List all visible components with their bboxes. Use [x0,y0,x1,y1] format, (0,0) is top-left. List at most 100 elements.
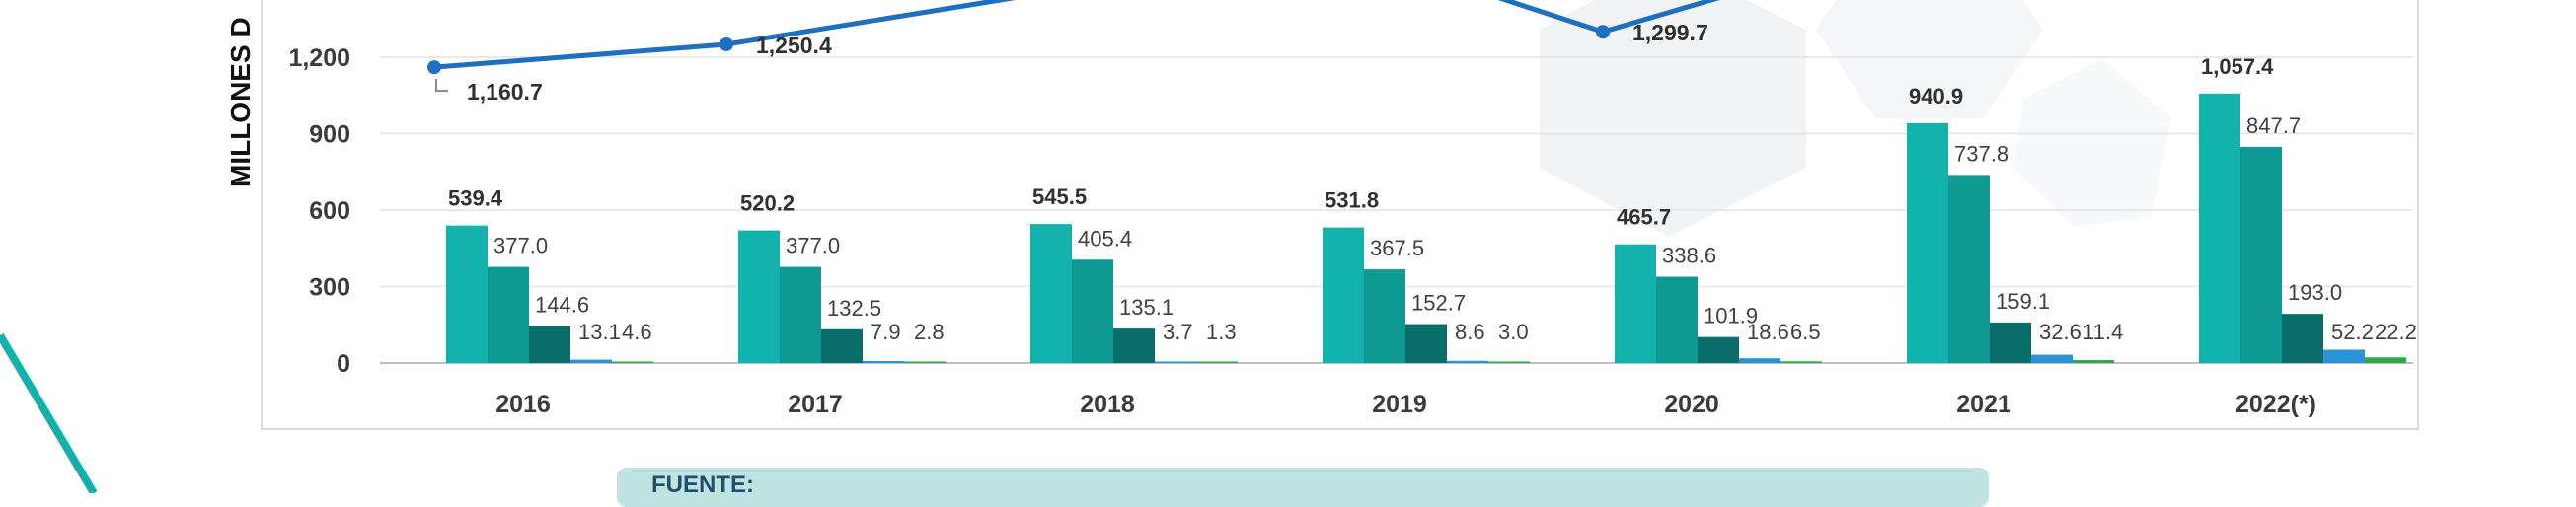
data-label: 11.4 [2083,320,2123,344]
data-label: 6.5 [1790,320,1821,344]
y-tick-label: 1,200 [288,44,350,72]
chart-canvas: MILLONES D 0 300 600 900 1,200 539.4 520.2 545… [0,0,2419,493]
line-point [720,36,733,51]
x-category-label: 2020 [1664,391,1719,418]
data-label: 847.7 [2246,113,2301,138]
bar [863,360,904,363]
bar [1990,322,2031,363]
data-label: 737.8 [1954,141,2008,166]
data-label: 7.9 [871,320,901,344]
bar [2073,360,2114,363]
source-note-box: FUENTE: [617,468,1989,507]
data-label: 144.6 [535,293,589,318]
line-path [433,0,1720,70]
data-label: 52.2 [2331,320,2374,344]
bar [446,225,488,363]
bar [570,359,612,363]
bg-hexagon-large [1540,0,1806,237]
x-category-label: 2017 [788,391,843,418]
data-label: 545.5 [1032,184,1087,209]
background-decoration [0,0,2171,493]
y-tick-label: 900 [309,121,350,149]
data-label: 520.2 [740,191,795,216]
data-label: 8.6 [1455,320,1485,344]
bar [1196,361,1238,363]
data-label: 13.1 [578,320,621,344]
bar [904,361,946,363]
bar [1364,269,1405,363]
data-label: 135.1 [1119,295,1174,320]
data-label: 539.4 [448,186,503,211]
bar [1323,227,1364,363]
bar [821,328,863,363]
data-label: 18.6 [1747,320,1789,344]
data-label: 1,057.4 [2201,54,2274,79]
bar [1113,328,1155,363]
data-label: 4.6 [622,320,652,344]
teal-accent-stroke [0,332,98,493]
data-label: 531.8 [1325,188,1379,213]
data-label: 940.9 [1909,84,1963,109]
bar [1739,358,1780,363]
bar [2282,314,2323,363]
bar [1656,276,1698,363]
data-label: 377.0 [786,234,840,258]
data-label: 3.0 [1498,320,1529,344]
bar [1615,244,1656,363]
bg-hexagon-right [2013,59,2171,227]
data-label: 159.1 [1996,289,2050,314]
bg-hexagon-small [1816,0,2043,118]
x-category-label: 2018 [1080,391,1135,418]
x-category-label: 2021 [1956,391,2011,418]
total-line-series: 1,160.7 1,250.4 1,299.7 [427,0,1720,105]
bar [2199,93,2240,364]
line-point [1596,25,1610,39]
data-label: 152.7 [1411,291,1466,316]
x-category-label: 2022(*) [2235,391,2316,418]
data-label: 101.9 [1704,304,1758,328]
bar [1155,361,1196,363]
bar [2365,357,2406,363]
y-tick-label: 300 [309,274,350,302]
bar-series [446,93,2406,364]
data-label: 367.5 [1370,236,1424,260]
bar [2240,147,2282,363]
leader-line [435,79,448,93]
bar [1907,122,1948,363]
data-label: 22.2 [2375,320,2417,344]
line-point [427,60,441,75]
line-data-label: 1,160.7 [467,79,543,105]
bar [1030,224,1072,363]
bar [1072,259,1113,363]
bar-data-labels: 539.4 520.2 545.5 531.8 465.7 940.9 1,057.4 377… [448,54,2417,344]
bar [612,361,653,363]
bar [1447,360,1488,363]
data-label: 32.6 [2039,320,2082,344]
data-label: 377.0 [493,234,548,258]
bar [488,266,529,363]
bar [1405,324,1447,363]
data-label: 193.0 [2288,280,2342,305]
line-data-label: 1,299.7 [1632,20,1708,45]
source-note-text: FUENTE: [651,471,754,498]
data-label: 1.3 [1206,320,1237,344]
bar [1698,336,1739,363]
bar [2031,354,2073,363]
data-label: 465.7 [1617,205,1671,230]
bar [2323,349,2365,363]
x-category-label: 2016 [495,391,551,418]
plot-frame [261,0,2419,430]
data-label: 338.6 [1662,244,1716,268]
bar [529,326,570,363]
bar [780,266,821,363]
bar [1948,175,1990,363]
y-axis-ticks: 0 300 600 900 1,200 [288,44,350,378]
bar [1488,361,1530,363]
data-label: 405.4 [1078,226,1132,251]
x-axis-categories: 2016 2017 2018 2019 2020 2021 2022(*) [495,391,2316,418]
bar [738,230,780,363]
x-category-label: 2019 [1372,391,1427,418]
data-label: 2.8 [914,320,945,344]
y-tick-label: 0 [337,350,350,378]
line-data-label: 1,250.4 [756,33,832,58]
